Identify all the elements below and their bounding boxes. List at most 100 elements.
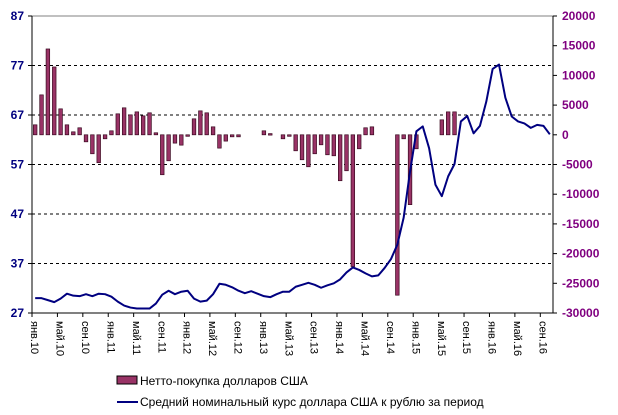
bar-net-purchase	[147, 112, 152, 136]
x-axis-tick-label: янв.16	[486, 321, 498, 354]
bar-net-purchase	[172, 134, 178, 144]
x-axis-tick-label: янв.15	[409, 321, 421, 354]
right-axis-tick-label: -20000	[562, 247, 600, 261]
bar-net-purchase	[121, 107, 127, 136]
bar-net-purchase	[179, 134, 184, 146]
left-axis-tick-label: 57	[11, 158, 25, 172]
bar-net-purchase	[268, 133, 273, 136]
right-axis-tick-label: 0	[562, 128, 569, 142]
bar-net-purchase	[446, 111, 451, 136]
bar-net-purchase	[363, 127, 368, 136]
bar-net-purchase	[331, 134, 336, 157]
bar-net-purchase	[160, 134, 165, 176]
legend-swatch-bars	[116, 375, 138, 385]
right-axis-tick-label: 20000	[562, 9, 596, 23]
x-axis-tick-label: май.13	[282, 321, 294, 356]
bar-net-purchase	[64, 124, 70, 136]
bar-net-purchase	[71, 131, 76, 136]
bar-net-purchase	[153, 132, 159, 136]
bar-net-purchase	[229, 134, 235, 138]
left-axis-tick-label: 67	[11, 108, 25, 122]
bar-net-purchase	[261, 130, 267, 136]
bar-net-purchase	[166, 134, 171, 162]
bar-net-purchase	[58, 108, 63, 136]
bar-net-purchase	[293, 134, 298, 152]
bar-net-purchase	[102, 134, 108, 140]
bar-net-purchase	[141, 115, 146, 136]
right-axis-tick-label: 5000	[562, 98, 589, 112]
x-axis-tick-label: май.10	[54, 321, 66, 356]
x-axis-tick-label: май.12	[206, 321, 218, 356]
right-axis-tick-label: 15000	[562, 39, 596, 53]
x-axis-tick-label: янв.12	[181, 321, 193, 354]
bar-net-purchase	[204, 112, 209, 136]
bar-net-purchase	[185, 134, 190, 137]
bar-net-purchase	[223, 134, 228, 142]
left-axis-tick-label: 27	[11, 306, 25, 320]
bar-net-purchase	[350, 134, 356, 267]
bar-net-purchase	[325, 134, 330, 156]
right-axis-tick-label: -10000	[562, 187, 600, 201]
bar-net-purchase	[318, 134, 324, 146]
x-axis-tick-label: сен.13	[308, 321, 320, 354]
left-axis-tick-label: 77	[11, 59, 25, 73]
bar-net-purchase	[83, 134, 89, 143]
bar-net-purchase	[287, 134, 292, 137]
bar-net-purchase	[299, 134, 305, 161]
right-axis-tick-label: -5000	[562, 158, 593, 172]
bar-net-purchase	[134, 111, 139, 136]
line-usd-rub-rate	[35, 63, 551, 310]
bar-net-purchase	[312, 134, 317, 155]
left-axis-tick-label: 37	[11, 257, 25, 271]
right-axis-tick-label: -15000	[562, 217, 600, 231]
bar-net-purchase	[128, 114, 133, 136]
right-axis-tick-label: -25000	[562, 276, 600, 290]
x-axis-tick-label: сен.10	[79, 321, 91, 354]
x-axis-tick-label: янв.10	[28, 321, 40, 354]
left-axis-tick-label: 47	[11, 207, 25, 221]
x-axis-tick-label: сен.14	[384, 321, 396, 354]
x-axis-tick-label: май.16	[511, 321, 523, 356]
right-axis-tick-label: 10000	[562, 68, 596, 82]
bar-net-purchase	[96, 134, 101, 164]
bar-net-purchase	[33, 124, 38, 136]
bar-net-purchase	[401, 134, 406, 140]
bar-net-purchase	[395, 134, 400, 296]
x-axis-tick-label: май.11	[130, 321, 142, 355]
bar-net-purchase	[45, 48, 51, 136]
bar-net-purchase	[452, 111, 457, 136]
x-axis-tick-label: май.15	[435, 321, 447, 356]
legend-label-bars: Нетто-покупка долларов США	[140, 374, 308, 388]
legend-label-line: Средний номинальный курс доллара США к р…	[140, 395, 484, 409]
bar-net-purchase	[77, 127, 82, 136]
x-axis-tick-label: янв.14	[333, 321, 345, 354]
bar-net-purchase	[191, 118, 197, 136]
bar-net-purchase	[115, 113, 120, 136]
x-axis-tick-label: сен.11	[155, 321, 167, 353]
bar-net-purchase	[236, 134, 241, 138]
x-axis-tick-label: сен.15	[460, 321, 472, 354]
x-axis-tick-label: янв.11	[104, 321, 116, 353]
bar-net-purchase	[90, 134, 95, 155]
bar-net-purchase	[280, 134, 286, 140]
left-axis-tick-label: 87	[11, 9, 25, 23]
x-axis-tick-label: сен.12	[231, 321, 243, 354]
bar-net-purchase	[369, 126, 375, 136]
bar-net-purchase	[357, 134, 362, 150]
bar-net-purchase	[306, 134, 311, 168]
x-axis-tick-label: янв.13	[257, 321, 269, 354]
bar-net-purchase	[198, 110, 203, 136]
x-axis-tick-label: май.14	[359, 321, 371, 356]
bar-net-purchase	[439, 119, 444, 136]
right-axis-tick-label: -30000	[562, 306, 600, 320]
bar-net-purchase	[109, 130, 114, 136]
bar-net-purchase	[344, 134, 349, 172]
bar-net-purchase	[217, 134, 222, 149]
bar-net-purchase	[39, 94, 44, 136]
bar-net-purchase	[52, 66, 57, 136]
bar-net-purchase	[338, 134, 343, 182]
bar-net-purchase	[210, 126, 216, 136]
x-axis-tick-label: сен.16	[536, 321, 548, 354]
